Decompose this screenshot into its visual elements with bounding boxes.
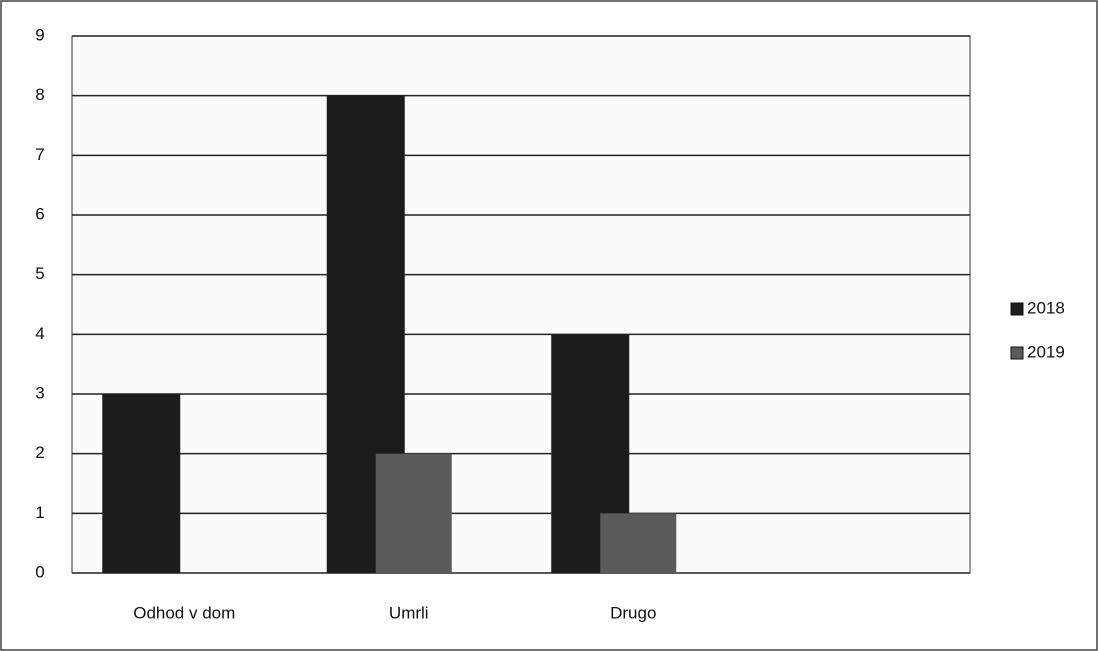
legend-swatch (1010, 302, 1024, 316)
y-tick-label: 5 (35, 264, 44, 283)
plot-area (71, 35, 971, 574)
y-tick-label: 0 (35, 562, 44, 581)
y-tick-label: 7 (35, 145, 44, 164)
y-tick-label: 4 (35, 324, 44, 343)
y-tick-label: 6 (35, 204, 44, 223)
bar (375, 453, 452, 573)
legend-label: 2018 (1027, 298, 1065, 317)
bar (102, 394, 181, 573)
x-tick-label: Drugo (610, 603, 656, 622)
x-tick-label: Odhod v dom (133, 603, 235, 622)
x-tick-label: Umrli (389, 603, 429, 622)
y-tick-label: 3 (35, 383, 44, 402)
y-tick-label: 1 (35, 503, 44, 522)
bar (600, 513, 677, 573)
y-tick-label: 2 (35, 443, 44, 462)
legend-swatch (1010, 346, 1024, 360)
y-tick-label: 9 (35, 25, 44, 44)
legend-label: 2019 (1027, 342, 1065, 361)
y-tick-label: 8 (35, 85, 44, 104)
